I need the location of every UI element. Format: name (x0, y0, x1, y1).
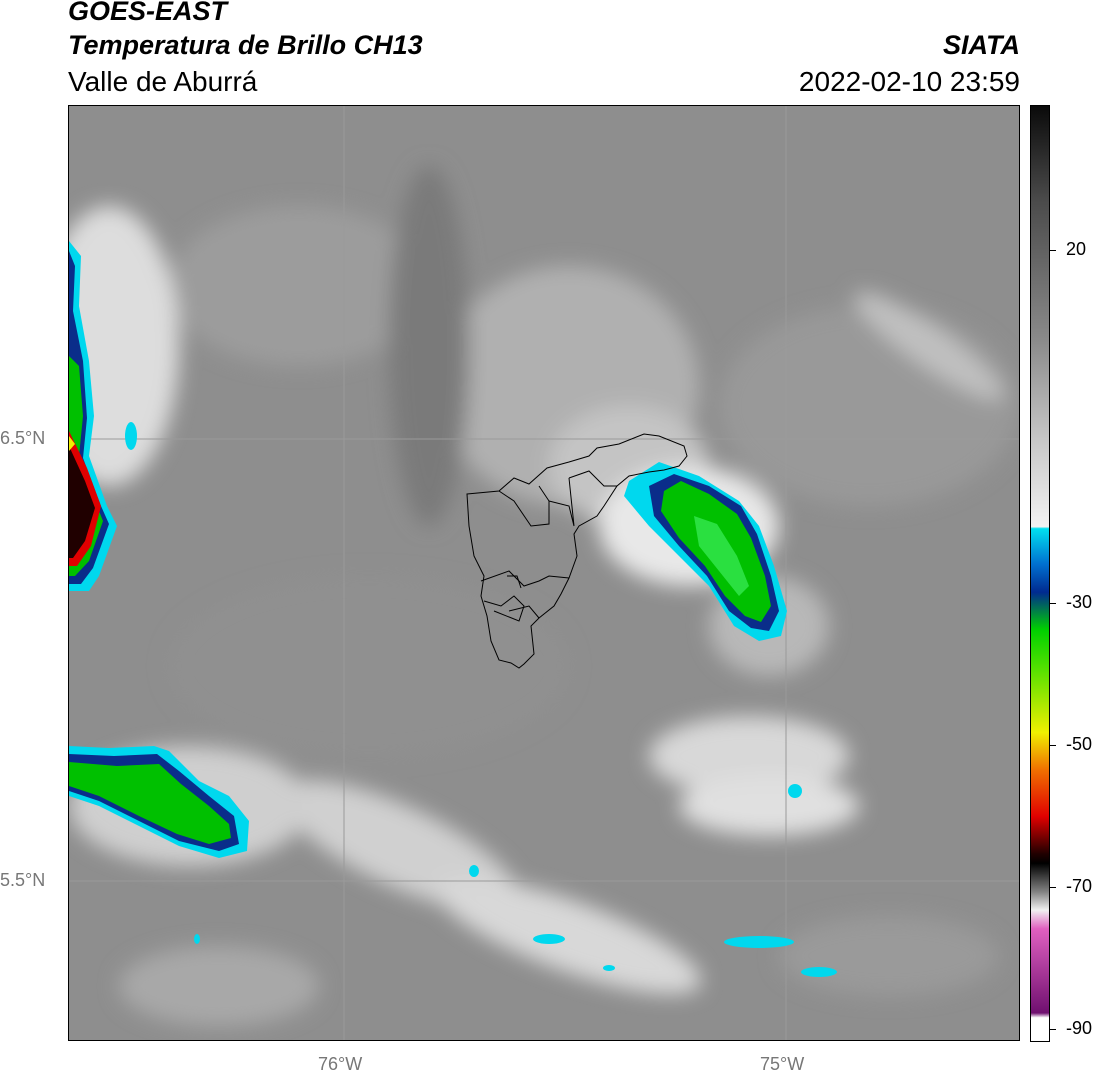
agency-label: SIATA (943, 30, 1020, 60)
timestamp-label: 2022-02-10 23:59 (798, 66, 1020, 97)
product-title: Temperatura de Brillo CH13 (68, 30, 423, 60)
valle-outline (466, 433, 688, 669)
lon-label-75: 75°W (760, 1054, 805, 1074)
storm-cell-east (624, 462, 787, 641)
colorbar-tick-20 (1050, 250, 1056, 251)
colorbar-label-neg50: -50 (1066, 734, 1093, 754)
lon-label-76: 76°W (318, 1054, 363, 1074)
municipality-laestrella (507, 575, 522, 589)
storm-cell-west (69, 241, 117, 591)
municipality-itagui (483, 595, 525, 622)
storm-cell-southwest (69, 746, 249, 858)
lat-label-55: 5.5°N (0, 870, 46, 890)
colorbar-label-20: 20 (1066, 239, 1087, 259)
colorbar (1030, 105, 1050, 1042)
colorbar-tick-neg90 (1050, 1029, 1056, 1030)
colorbar-label-neg30: -30 (1066, 592, 1093, 612)
municipality-bello (498, 485, 550, 527)
satellite-title: GOES-EAST (68, 0, 228, 26)
municipality-medellin (480, 570, 570, 587)
lat-label-65: 6.5°N (0, 428, 46, 448)
colorbar-label-neg70: -70 (1066, 876, 1093, 896)
municipality-envigado (508, 605, 540, 619)
valle-aburra-boundaries (466, 433, 688, 669)
colorbar-label-neg90: -90 (1066, 1018, 1093, 1038)
municipality-copacabana (548, 477, 575, 527)
colorbar-tick-neg30 (1050, 603, 1056, 604)
colorbar-tick-neg50 (1050, 745, 1056, 746)
colorbar-tick-neg70 (1050, 887, 1056, 888)
region-label: Valle de Aburrá (68, 66, 258, 97)
municipality-girardota (568, 470, 617, 487)
map-canvas (69, 106, 1019, 1040)
satellite-map[interactable] (68, 105, 1020, 1041)
small-cyan-cells (125, 422, 837, 977)
